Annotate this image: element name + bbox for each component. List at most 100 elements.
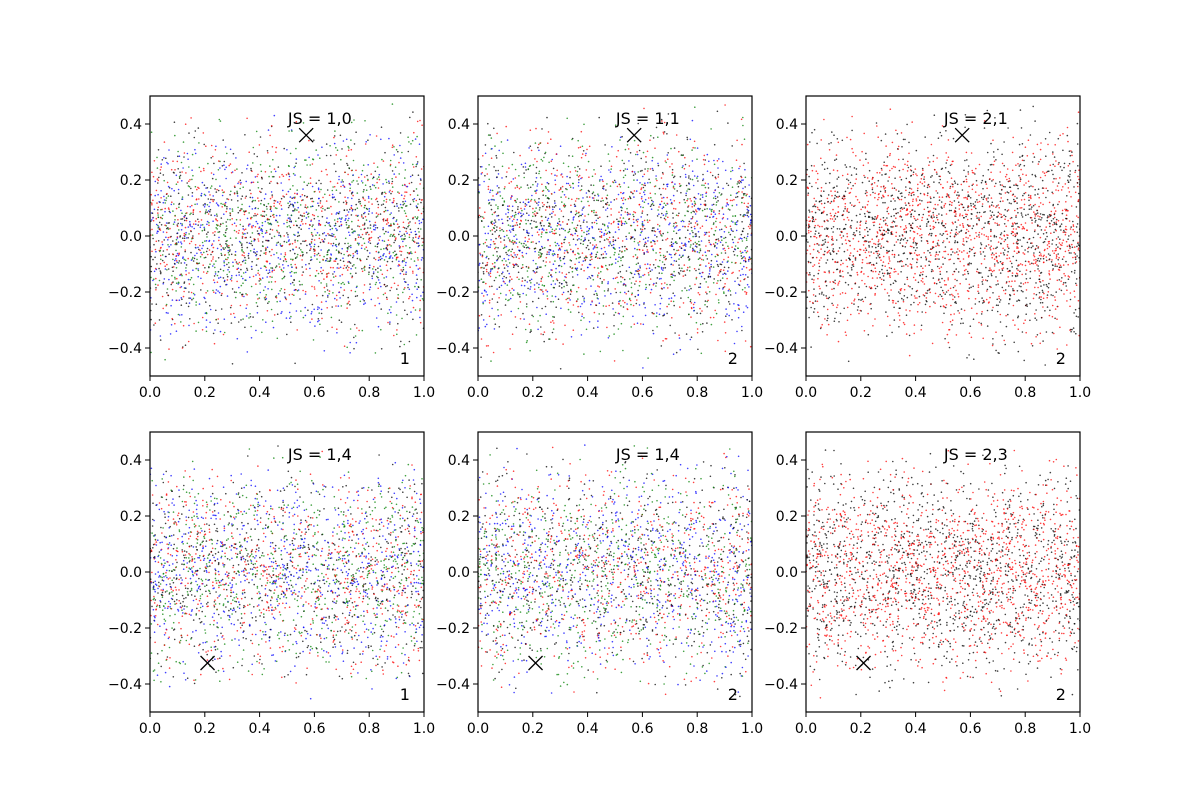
scatter-point: [350, 139, 352, 141]
scatter-point: [386, 260, 389, 263]
scatter-point: [385, 198, 388, 201]
scatter-point: [538, 228, 541, 231]
scatter-point: [700, 194, 702, 196]
scatter-point: [331, 233, 333, 235]
scatter-point: [748, 269, 751, 271]
scatter-point: [274, 280, 277, 283]
scatter-point: [179, 171, 181, 174]
scatter-point: [669, 244, 671, 247]
scatter-point: [185, 270, 187, 272]
scatter-point: [420, 179, 422, 181]
scatter-point: [287, 202, 289, 204]
scatter-point: [256, 312, 259, 314]
scatter-point: [235, 237, 237, 239]
scatter-point: [494, 221, 497, 223]
scatter-point: [171, 274, 173, 277]
scatter-point: [348, 147, 350, 149]
scatter-point: [317, 187, 320, 189]
scatter-point: [482, 272, 485, 275]
scatter-point: [167, 312, 169, 314]
scatter-point: [504, 304, 507, 306]
scatter-point: [238, 181, 240, 183]
scatter-point: [704, 300, 707, 302]
scatter-point: [607, 282, 609, 285]
scatter-point: [610, 165, 613, 168]
scatter-point: [520, 242, 523, 245]
scatter-point: [627, 213, 630, 215]
scatter-point: [634, 211, 637, 214]
scatter-point: [327, 296, 329, 298]
scatter-point: [180, 218, 182, 220]
scatter-point: [677, 271, 680, 274]
scatter-point: [618, 253, 620, 256]
scatter-point: [264, 286, 267, 288]
scatter-point: [293, 233, 295, 236]
scatter-point: [603, 279, 605, 281]
scatter-point: [602, 305, 605, 307]
scatter-point: [387, 231, 390, 233]
scatter-point: [485, 291, 488, 293]
scatter-point: [215, 213, 218, 215]
scatter-point: [622, 217, 625, 219]
scatter-point: [664, 267, 667, 269]
scatter-point: [238, 261, 241, 264]
scatter-point: [665, 213, 667, 215]
scatter-point: [332, 292, 334, 294]
scatter-point: [493, 279, 496, 282]
scatter-point: [624, 211, 627, 213]
scatter-point: [585, 288, 587, 290]
scatter-point: [161, 254, 164, 256]
scatter-point: [745, 266, 748, 269]
scatter-point: [241, 195, 244, 197]
scatter-point: [178, 314, 181, 316]
scatter-point: [341, 273, 344, 276]
scatter-point: [739, 280, 742, 282]
scatter-point: [176, 261, 178, 264]
scatter-point: [318, 191, 321, 193]
scatter-point: [605, 189, 607, 191]
scatter-point: [552, 320, 554, 322]
scatter-point: [382, 228, 384, 231]
scatter-point: [688, 175, 690, 177]
scatter-point: [241, 237, 244, 239]
scatter-point: [492, 240, 495, 243]
scatter-point: [178, 253, 180, 255]
scatter-point: [231, 288, 234, 290]
scatter-point: [538, 201, 540, 203]
scatter-point: [747, 260, 750, 262]
scatter-point: [187, 185, 190, 187]
scatter-point: [663, 131, 666, 133]
scatter-point: [530, 278, 533, 281]
scatter-point: [313, 308, 316, 311]
scatter-point: [383, 240, 386, 242]
scatter-point: [716, 160, 719, 162]
scatter-point: [377, 203, 380, 206]
scatter-point: [294, 252, 296, 255]
scatter-point: [369, 224, 372, 226]
scatter-point: [188, 242, 191, 245]
scatter-point: [217, 318, 219, 320]
scatter-point: [607, 238, 609, 241]
scatter-point: [282, 175, 285, 177]
scatter-point: [743, 194, 745, 196]
scatter-point: [571, 138, 573, 141]
scatter-point: [152, 217, 154, 219]
scatter-point: [652, 264, 655, 266]
scatter-point: [151, 250, 153, 253]
scatter-point: [608, 335, 611, 337]
scatter-point: [335, 294, 338, 297]
scatter-point: [226, 239, 228, 242]
scatter-point: [229, 237, 232, 239]
scatter-point: [608, 236, 611, 239]
scatter-point: [496, 176, 498, 178]
scatter-point: [715, 204, 718, 206]
scatter-point: [206, 270, 209, 273]
scatter-point: [374, 258, 377, 261]
scatter-point: [748, 184, 750, 186]
scatter-point: [511, 225, 514, 227]
scatter-point: [592, 278, 595, 281]
scatter-point: [532, 207, 534, 210]
scatter-point: [409, 194, 412, 196]
scatter-point: [579, 189, 581, 192]
scatter-point: [362, 190, 365, 193]
